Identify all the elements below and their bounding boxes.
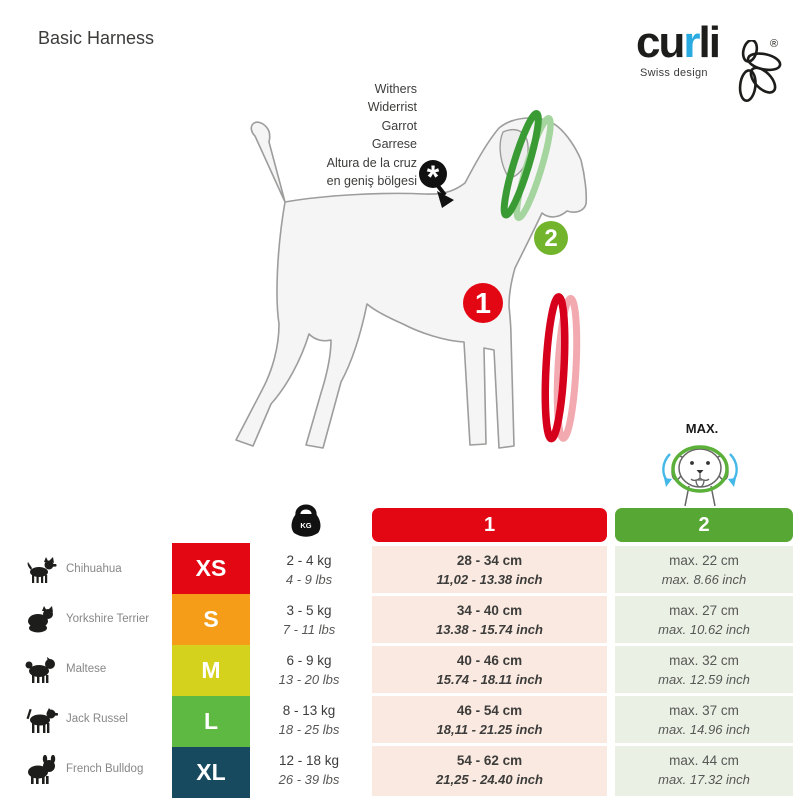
breed-label: Chihuahua — [66, 563, 122, 575]
withers-label: Garrese — [371, 137, 417, 152]
neck-cm: max. 27 cm — [669, 603, 739, 618]
weight-cell: 3 - 5 kg 7 - 11 lbs — [248, 596, 370, 637]
french-bulldog-icon — [28, 755, 56, 784]
breed-label: French Bulldog — [66, 763, 144, 775]
logo-tagline: Swiss design — [640, 67, 708, 79]
max-neck-size-icon: MAX. — [662, 421, 738, 507]
girth-cell: 34 - 40 cm 13.38 - 15.74 inch — [372, 596, 607, 643]
girth-cm: 28 - 34 cm — [456, 553, 523, 568]
girth-cm: 34 - 40 cm — [456, 603, 523, 618]
weight-lbs: 26 - 39 lbs — [278, 772, 340, 787]
girth-cm: 46 - 54 cm — [456, 703, 523, 718]
weight-cell: 2 - 4 kg 4 - 9 lbs — [248, 546, 370, 587]
curli-wordmark: curli — [636, 18, 721, 68]
dog-silhouette — [235, 117, 588, 449]
weight-cell: 8 - 13 kg 18 - 25 lbs — [248, 696, 370, 737]
neck-column-header: 2 — [615, 508, 793, 542]
neck-badge: 2 — [534, 221, 568, 255]
neck-cm: max. 37 cm — [669, 703, 739, 718]
girth-inch: 15.74 - 18.11 inch — [436, 672, 543, 687]
chihuahua-icon — [27, 557, 57, 583]
wordmark-cu: cu — [636, 18, 685, 67]
kg-weight-icon: KG — [291, 504, 321, 537]
maltese-icon — [25, 657, 55, 683]
girth-cell: 40 - 46 cm 15.74 - 18.11 inch — [372, 646, 607, 693]
neck-cell: max. 37 cm max. 14.96 inch — [615, 696, 793, 743]
withers-label: en geniş bölgesi — [326, 174, 417, 189]
breed-label: Jack Russel — [66, 713, 128, 725]
wordmark-r: r — [683, 18, 700, 67]
arrow-head — [437, 191, 454, 208]
girth-cell: 46 - 54 cm 18,11 - 21.25 inch — [372, 696, 607, 743]
girth-cm: 54 - 62 cm — [456, 753, 523, 768]
neck-cell: max. 44 cm max. 17.32 inch — [615, 746, 793, 796]
size-block-xl: XL — [172, 747, 250, 798]
neck-cell: max. 32 cm max. 12.59 inch — [615, 646, 793, 693]
weight-kg: 2 - 4 kg — [286, 553, 332, 568]
size-block-m: M — [172, 645, 250, 696]
withers-label: Altura de la cruz — [326, 155, 417, 170]
page-title: Basic Harness — [38, 28, 155, 48]
weight-lbs: 13 - 20 lbs — [278, 672, 340, 687]
withers-label-block: Withers Widerrist Garrot Garrese Altura … — [225, 80, 417, 190]
neck-badge-number: 2 — [544, 225, 557, 252]
breed-label: Maltese — [66, 663, 107, 675]
dog-measurement-diagram: 1 2 * — [235, 110, 588, 449]
withers-asterisk-marker: * — [419, 159, 454, 208]
neck-inch: max. 8.66 inch — [661, 572, 747, 587]
neck-cm: max. 22 cm — [669, 553, 739, 568]
girth-inch: 13.38 - 15.74 inch — [436, 622, 543, 637]
weight-cell: 6 - 9 kg 13 - 20 lbs — [248, 646, 370, 687]
girth-cm: 40 - 46 cm — [456, 653, 523, 668]
neck-inch: max. 10.62 inch — [658, 622, 750, 637]
girth-cell: 54 - 62 cm 21,25 - 24.40 inch — [372, 746, 607, 796]
size-block-xs: XS — [172, 543, 250, 594]
size-block-l: L — [172, 696, 250, 747]
dog-head-front-icon — [671, 448, 729, 507]
weight-lbs: 7 - 11 lbs — [282, 622, 336, 637]
curli-flower-icon — [738, 40, 782, 103]
yorkshire-terrier-icon — [28, 606, 53, 633]
neck-cell: max. 22 cm max. 8.66 inch — [615, 546, 793, 593]
neck-cm: max. 44 cm — [669, 753, 739, 768]
wordmark-li: li — [698, 18, 720, 67]
breed-label: Yorkshire Terrier — [66, 613, 150, 625]
fit-arrows-icon — [662, 453, 738, 487]
neck-cm: max. 32 cm — [669, 653, 739, 668]
weight-kg: 6 - 9 kg — [286, 653, 332, 668]
max-green-ring — [671, 445, 729, 493]
neck-inch: max. 14.96 inch — [658, 722, 750, 737]
weight-cell: 12 - 18 kg 26 - 39 lbs — [248, 746, 370, 787]
girth-column-header: 1 — [372, 508, 607, 542]
girth-inch: 21,25 - 24.40 inch — [436, 772, 543, 787]
jack-russel-icon — [26, 708, 58, 733]
girth-badge-number: 1 — [475, 288, 491, 320]
neck-inch: max. 17.32 inch — [658, 772, 750, 787]
curli-logo: curli Swiss design ® — [618, 14, 798, 119]
withers-label: Widerrist — [367, 100, 417, 115]
girth-inch: 11,02 - 13.38 inch — [436, 572, 543, 587]
max-label: MAX. — [686, 421, 719, 436]
asterisk-glyph: * — [427, 159, 440, 195]
withers-label: Garrot — [381, 118, 417, 133]
registered-mark: ® — [770, 38, 779, 50]
weight-lbs: 4 - 9 lbs — [285, 572, 333, 587]
girth-badge: 1 — [463, 283, 503, 323]
withers-label: Withers — [374, 82, 417, 96]
weight-kg: 3 - 5 kg — [286, 603, 332, 618]
kg-icon-label: KG — [300, 521, 311, 530]
neck-cell: max. 27 cm max. 10.62 inch — [615, 596, 793, 643]
weight-kg: 12 - 18 kg — [278, 753, 340, 768]
weight-kg: 8 - 13 kg — [282, 703, 336, 718]
girth-inch: 18,11 - 21.25 inch — [436, 722, 543, 737]
girth-measure-loop — [541, 293, 581, 443]
girth-cell: 28 - 34 cm 11,02 - 13.38 inch — [372, 546, 607, 593]
weight-lbs: 18 - 25 lbs — [278, 722, 340, 737]
neck-measure-loop — [500, 110, 554, 222]
size-block-s: S — [172, 594, 250, 645]
neck-inch: max. 12.59 inch — [658, 672, 750, 687]
